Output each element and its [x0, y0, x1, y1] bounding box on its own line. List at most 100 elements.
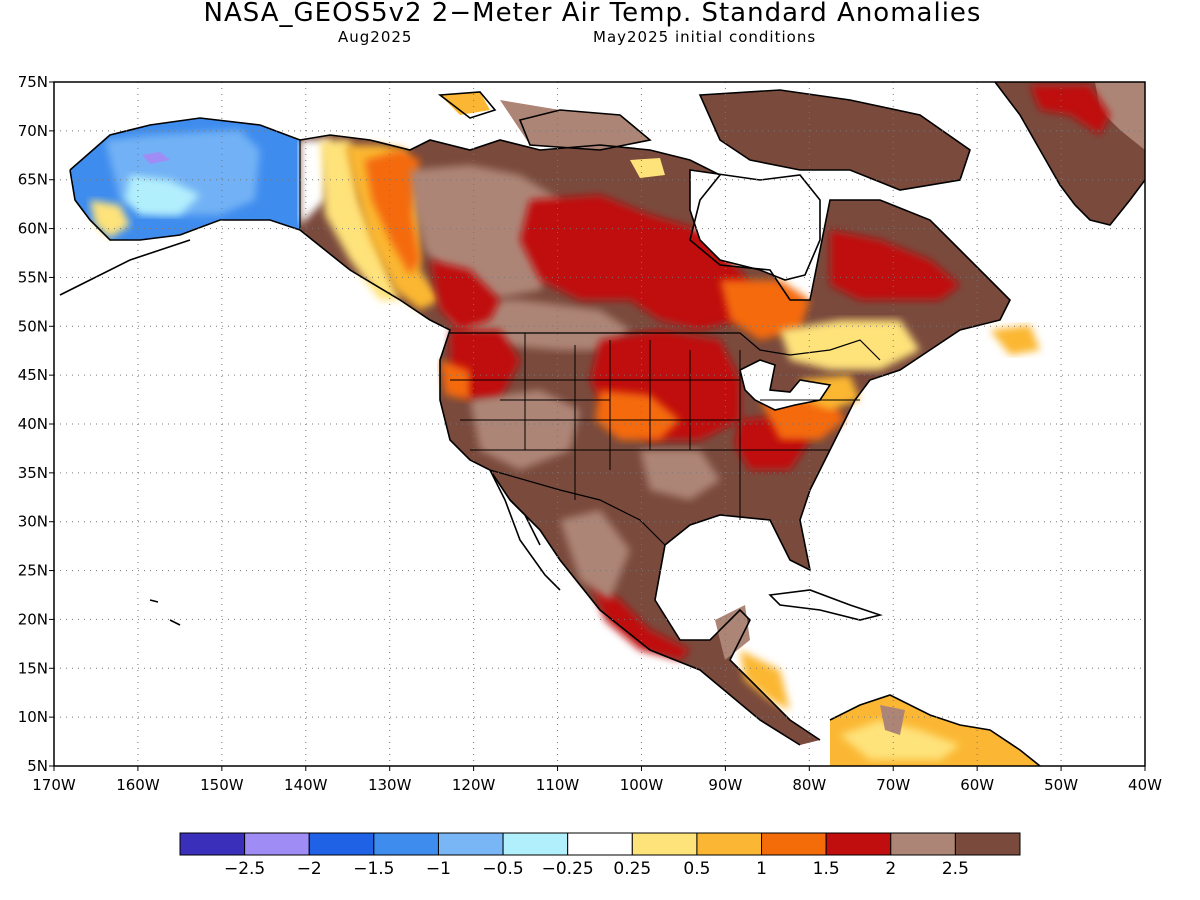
coastline-baja — [489, 469, 561, 591]
colorbar-label: 2 — [885, 859, 896, 879]
alaska-purple — [142, 152, 170, 164]
coastline-cuba — [768, 589, 883, 621]
colorbar-label: 0.5 — [683, 859, 710, 879]
colorbar-swatch — [696, 832, 763, 856]
colorbar: −2.5 −2 −1.5 −1 −0.5 −0.25 0.25 0.5 1 1.5 2 2.5 — [179, 832, 1021, 879]
longitude-ticks: 170W 160W 150W 140W 130W 120W 110W 100W 90W 80W 70… — [32, 766, 1162, 794]
lon-tick-label: 130W — [368, 776, 412, 794]
arctic-yellow — [630, 158, 665, 178]
colorbar-swatch — [825, 832, 892, 856]
lat-tick-label: 20N — [18, 610, 48, 628]
arctic-orange — [440, 92, 490, 115]
lat-tick-label: 60N — [18, 220, 48, 238]
lat-tick-label: 25N — [18, 562, 48, 580]
lat-tick-label: 40N — [18, 415, 48, 433]
arctic-islands-brown — [700, 90, 970, 190]
colorbar-label: −2.5 — [224, 859, 265, 879]
mexico-west-red — [590, 580, 690, 660]
mexico-light-brown — [560, 510, 630, 600]
colorbar-swatch — [954, 832, 1021, 856]
map-title: NASA_GEOS5v2 2−Meter Air Temp. Standard … — [203, 0, 982, 28]
coastline-hudson — [689, 169, 821, 281]
coastline-alaska — [59, 117, 301, 296]
coastline-south-america — [829, 694, 1041, 766]
lat-tick-label: 45N — [18, 366, 48, 384]
coastline-greenland — [994, 82, 1145, 226]
colorbar-swatch — [761, 832, 827, 856]
lon-tick-label: 70W — [876, 776, 910, 794]
lon-tick-label: 110W — [536, 776, 580, 794]
south-america-yellow — [840, 720, 960, 760]
colorbar-label: 1 — [756, 859, 767, 879]
colorbar-swatch — [244, 832, 310, 856]
lat-tick-label: 75N — [18, 73, 48, 91]
south-america-brown — [880, 705, 905, 735]
colorbar-swatch — [631, 832, 698, 856]
lat-tick-label: 35N — [18, 464, 48, 482]
lat-tick-label: 50N — [18, 317, 48, 335]
colorbar-label: −0.5 — [482, 859, 523, 879]
us-mexico-border — [489, 469, 666, 546]
lat-tick-label: 70N — [18, 122, 48, 140]
hawaii-dots — [149, 599, 181, 626]
colorbar-label: −2 — [297, 859, 322, 879]
lat-tick-label: 10N — [18, 708, 48, 726]
colorbar-label: −1 — [426, 859, 451, 879]
lon-tick-label: 90W — [708, 776, 742, 794]
northeast-yellow — [780, 320, 920, 370]
colorbar-label: 0.25 — [613, 859, 651, 879]
colorbar-swatch — [567, 832, 633, 856]
lon-tick-label: 100W — [620, 776, 664, 794]
great-lakes — [740, 360, 830, 410]
colorbar-swatch — [179, 832, 246, 856]
lon-tick-label: 150W — [200, 776, 244, 794]
state-lines — [450, 333, 860, 520]
arctic-islands-light-brown — [500, 100, 650, 150]
lon-tick-label: 50W — [1044, 776, 1078, 794]
lat-tick-label: 30N — [18, 513, 48, 531]
texas-light-brown — [640, 450, 720, 500]
greenland-light-brown — [1095, 82, 1145, 150]
hudson-bay — [690, 170, 820, 280]
coastline-na — [299, 134, 1011, 741]
latitude-ticks: 75N 70N 65N 60N 55N 50N 45N 40N 35N 30N 25N 20N 15N 1… — [18, 73, 54, 775]
bc-red — [430, 260, 500, 330]
quebec-red — [830, 230, 960, 300]
colorbar-swatch — [373, 832, 439, 856]
anomaly-shading — [70, 82, 1145, 766]
colorbar-swatch — [437, 832, 504, 856]
lat-tick-label: 65N — [18, 171, 48, 189]
greenland-red — [1030, 85, 1110, 135]
lat-tick-label: 5N — [27, 757, 48, 775]
lon-tick-label: 80W — [792, 776, 826, 794]
valid-month: Aug2025 — [338, 28, 413, 46]
colorbar-label: −1.5 — [353, 859, 394, 879]
central-america-orange — [740, 650, 790, 710]
lon-tick-label: 170W — [32, 776, 76, 794]
colorbar-swatch — [502, 832, 569, 856]
alaska-pale — [125, 175, 200, 215]
great-lakes-outline — [739, 359, 832, 411]
lon-tick-label: 120W — [452, 776, 496, 794]
colorbar-label: 1.5 — [813, 859, 840, 879]
canada-us-border — [450, 332, 881, 361]
lat-tick-label: 15N — [18, 659, 48, 677]
yucatan-light-brown — [715, 605, 750, 660]
coastline-west — [299, 229, 801, 746]
lat-tick-label: 55N — [18, 268, 48, 286]
central-orange — [595, 390, 680, 440]
colorbar-swatch — [890, 832, 956, 856]
lon-tick-label: 160W — [116, 776, 160, 794]
coastlines — [59, 82, 1145, 766]
bc-dark-orange — [365, 150, 420, 275]
colorbar-swatch — [308, 832, 375, 856]
lon-tick-label: 140W — [284, 776, 328, 794]
lon-tick-label: 60W — [960, 776, 994, 794]
lon-tick-label: 40W — [1128, 776, 1162, 794]
graticule — [54, 82, 1145, 766]
colorbar-label: −0.25 — [542, 859, 594, 879]
coastline-arctic — [437, 89, 971, 191]
colorbar-label: 2.5 — [942, 859, 969, 879]
initial-conditions: May2025 initial conditions — [593, 28, 817, 46]
